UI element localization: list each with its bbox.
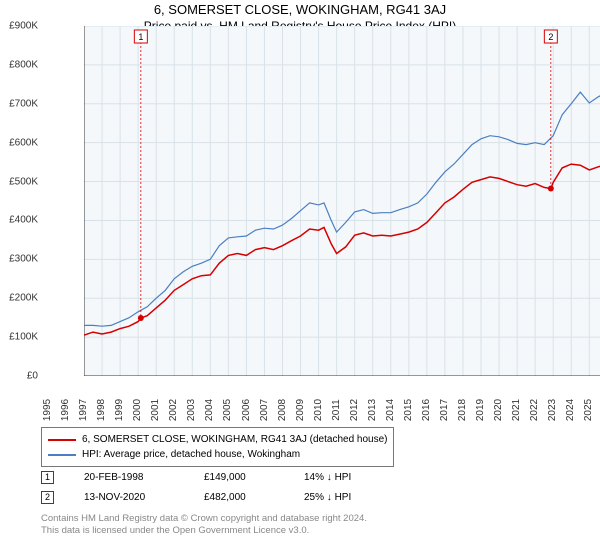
transaction-marker: 1 [41, 471, 54, 484]
x-tick-label: 2009 [295, 399, 306, 421]
x-tick-label: 2015 [403, 399, 414, 421]
x-tick-label: 2016 [421, 399, 432, 421]
x-tick-label: 1997 [78, 399, 89, 421]
y-tick-label: £0 [27, 371, 38, 382]
y-tick-label: £500K [9, 176, 38, 187]
legend-label: 6, SOMERSET CLOSE, WOKINGHAM, RG41 3AJ (… [82, 434, 387, 445]
x-tick-label: 2021 [511, 399, 522, 421]
y-tick-label: £700K [9, 98, 38, 109]
attribution: Contains HM Land Registry data © Crown c… [41, 513, 367, 538]
transaction-price: £149,000 [204, 472, 274, 483]
x-tick-label: 2022 [529, 399, 540, 421]
x-tick-label: 2018 [457, 399, 468, 421]
x-tick-label: 2011 [331, 399, 342, 421]
x-tick-label: 1999 [114, 399, 125, 421]
y-tick-label: £200K [9, 293, 38, 304]
x-tick-label: 2008 [277, 399, 288, 421]
transaction-price: £482,000 [204, 492, 274, 503]
chart-title: 6, SOMERSET CLOSE, WOKINGHAM, RG41 3AJ [0, 2, 600, 17]
y-tick-label: £300K [9, 254, 38, 265]
x-tick-label: 2025 [583, 399, 594, 421]
transaction-date: 20-FEB-1998 [84, 472, 174, 483]
x-tick-label: 2003 [186, 399, 197, 421]
y-tick-label: £100K [9, 332, 38, 343]
legend-item: HPI: Average price, detached house, Woki… [48, 447, 387, 462]
x-tick-label: 2024 [565, 399, 576, 421]
x-tick-label: 2005 [222, 399, 233, 421]
attribution-line: Contains HM Land Registry data © Crown c… [41, 513, 367, 525]
x-tick-label: 1996 [60, 399, 71, 421]
chart-svg: 12 [84, 26, 600, 376]
legend-item: 6, SOMERSET CLOSE, WOKINGHAM, RG41 3AJ (… [48, 432, 387, 447]
chart-plot-area: 12 [84, 26, 600, 376]
legend-swatch [48, 439, 76, 441]
transaction-row: 2 13-NOV-2020 £482,000 25% ↓ HPI [41, 487, 394, 507]
x-tick-label: 2020 [493, 399, 504, 421]
transaction-diff: 14% ↓ HPI [304, 472, 394, 483]
svg-text:1: 1 [138, 32, 143, 42]
x-tick-label: 2019 [475, 399, 486, 421]
y-tick-label: £800K [9, 59, 38, 70]
transaction-date: 13-NOV-2020 [84, 492, 174, 503]
x-tick-label: 2000 [132, 399, 143, 421]
transaction-diff: 25% ↓ HPI [304, 492, 394, 503]
x-tick-label: 2004 [204, 399, 215, 421]
transaction-marker: 2 [41, 491, 54, 504]
legend-swatch [48, 454, 76, 456]
x-tick-label: 2014 [385, 399, 396, 421]
x-tick-label: 2017 [439, 399, 450, 421]
x-tick-label: 2013 [367, 399, 378, 421]
transactions-table: 1 20-FEB-1998 £149,000 14% ↓ HPI 2 13-NOV-202… [41, 467, 394, 507]
x-tick-label: 2007 [259, 399, 270, 421]
x-tick-label: 1995 [42, 399, 53, 421]
x-tick-label: 2002 [168, 399, 179, 421]
x-tick-label: 2006 [241, 399, 252, 421]
attribution-line: This data is licensed under the Open Gov… [41, 525, 367, 537]
x-tick-label: 2023 [547, 399, 558, 421]
x-tick-label: 2001 [150, 399, 161, 421]
y-tick-label: £400K [9, 215, 38, 226]
chart-container: 6, SOMERSET CLOSE, WOKINGHAM, RG41 3AJ P… [0, 0, 600, 560]
y-tick-label: £600K [9, 137, 38, 148]
x-tick-label: 2010 [313, 399, 324, 421]
legend-label: HPI: Average price, detached house, Woki… [82, 449, 300, 460]
y-tick-label: £900K [9, 21, 38, 32]
transaction-row: 1 20-FEB-1998 £149,000 14% ↓ HPI [41, 467, 394, 487]
legend: 6, SOMERSET CLOSE, WOKINGHAM, RG41 3AJ (… [41, 427, 394, 467]
svg-text:2: 2 [548, 32, 553, 42]
x-tick-label: 2012 [349, 399, 360, 421]
x-tick-label: 1998 [96, 399, 107, 421]
